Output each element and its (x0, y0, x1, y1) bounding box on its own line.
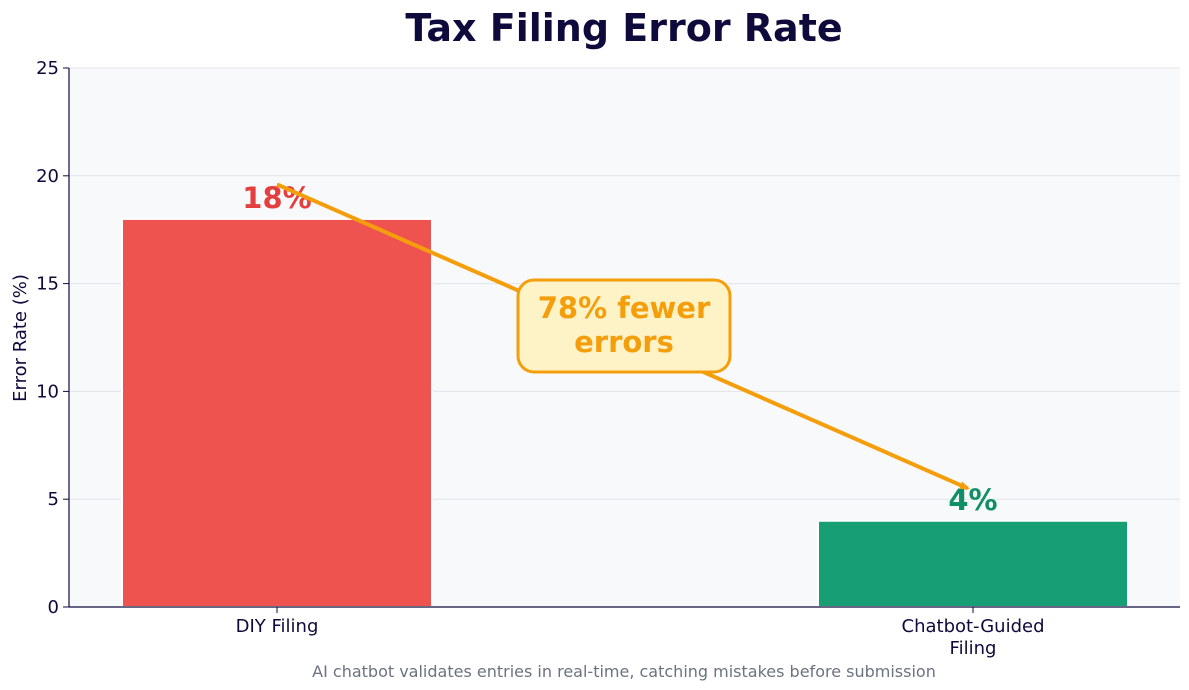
bar (121, 217, 433, 608)
axes (63, 67, 1180, 613)
x-tick-label: DIY Filing (236, 616, 319, 637)
y-tick-label: 15 (36, 274, 59, 295)
y-tick-label: 0 (48, 597, 59, 618)
y-tick-labels: 0 5 10 15 20 25 (36, 58, 59, 618)
chart-caption: AI chatbot validates entries in real-tim… (312, 662, 936, 681)
y-tick-label: 25 (36, 58, 59, 79)
bars (121, 217, 1129, 609)
reduction-annotation: 78% fewer errors (276, 182, 970, 491)
bar-value-label: 4% (948, 483, 997, 517)
x-tick-label: Chatbot-Guided Filing (902, 616, 1045, 659)
y-tick-label: 20 (36, 166, 59, 187)
bar (817, 519, 1129, 609)
annotation-box (516, 278, 732, 374)
y-axis-label: Error Rate (%) (10, 274, 31, 402)
y-tick-label: 10 (36, 381, 59, 402)
annotation-text: 78% fewer errors (538, 291, 711, 359)
chart-title: Tax Filing Error Rate (405, 6, 842, 50)
y-tick-label: 5 (48, 489, 59, 510)
value-labels: 18%4% (242, 181, 997, 517)
x-tick-labels: DIY Filing Chatbot-Guided Filing (236, 616, 1045, 659)
